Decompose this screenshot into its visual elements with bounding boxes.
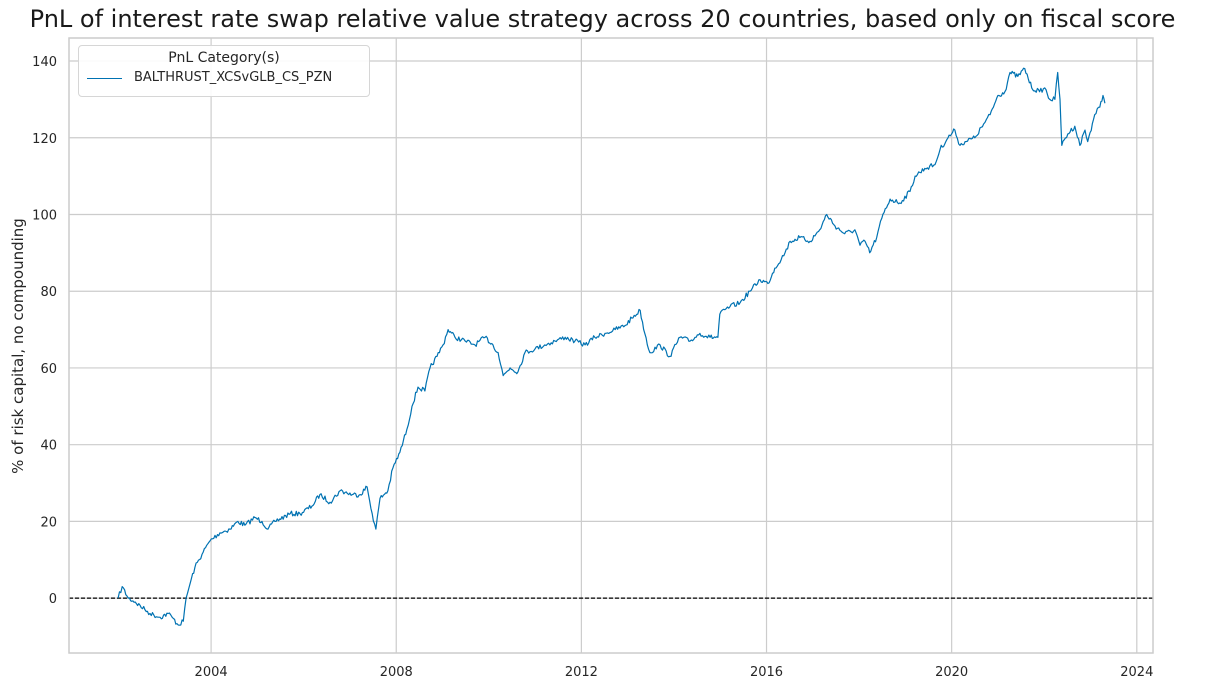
plot-frame bbox=[68, 37, 1154, 654]
tick-labels: 2004 2008 2012 2016 2020 2024 0 20 40 60 80 100 120 1… bbox=[32, 55, 1153, 680]
y-tick-label: 60 bbox=[40, 362, 57, 377]
chart-title: PnL of interest rate swap relative value… bbox=[29, 5, 1176, 33]
y-tick-label: 40 bbox=[40, 439, 57, 454]
x-tick-label: 2004 bbox=[195, 665, 228, 680]
x-tick-label: 2024 bbox=[1120, 665, 1153, 680]
legend-swatch bbox=[87, 78, 122, 79]
y-tick-label: 0 bbox=[49, 592, 57, 607]
x-tick-label: 2020 bbox=[935, 665, 968, 680]
legend: PnL Category(s) BALTHRUST_XCSvGLB_CS_PZN bbox=[78, 45, 370, 97]
grid bbox=[69, 38, 1153, 653]
y-tick-label: 140 bbox=[32, 55, 57, 70]
x-tick-label: 2008 bbox=[380, 665, 413, 680]
y-tick-label: 100 bbox=[32, 208, 57, 223]
x-tick-label: 2012 bbox=[565, 665, 598, 680]
y-tick-label: 120 bbox=[32, 132, 57, 147]
legend-title: PnL Category(s) bbox=[168, 50, 280, 66]
x-tick-label: 2016 bbox=[750, 665, 783, 680]
legend-entry: BALTHRUST_XCSvGLB_CS_PZN bbox=[134, 70, 333, 85]
series-line-balthrust bbox=[117, 67, 1106, 626]
y-tick-label: 20 bbox=[40, 515, 57, 530]
y-tick-label: 80 bbox=[40, 285, 57, 300]
